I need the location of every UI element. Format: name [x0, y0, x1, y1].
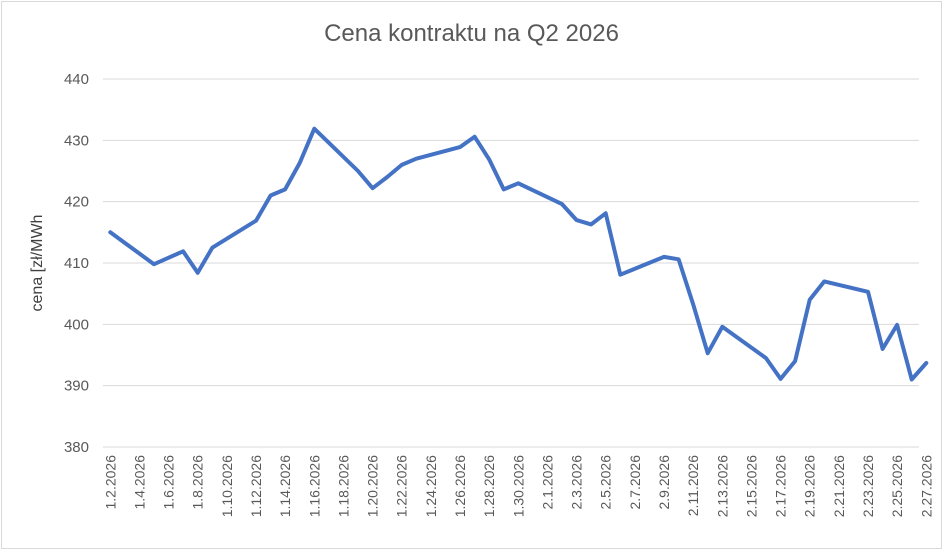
x-tick-label: 1.20.2026	[365, 455, 381, 517]
x-tick-label: 1.28.2026	[481, 455, 497, 517]
x-tick-label: 2.25.2026	[889, 455, 905, 517]
y-tick-label: 430	[64, 132, 89, 149]
y-tick-label: 380	[64, 439, 89, 456]
x-tick-label: 1.18.2026	[335, 455, 351, 517]
x-tick-label: 2.13.2026	[714, 455, 730, 517]
x-tick-label: 1.12.2026	[248, 455, 264, 517]
y-tick-label: 420	[64, 194, 89, 211]
y-tick-label: 410	[64, 255, 89, 272]
x-tick-label: 2.23.2026	[860, 455, 876, 517]
x-tick-label: 2.15.2026	[743, 455, 759, 517]
x-tick-label: 1.16.2026	[306, 455, 322, 517]
x-tick-label: 1.6.2026	[161, 455, 177, 510]
y-tick-label: 390	[64, 378, 89, 395]
x-tick-label: 1.10.2026	[219, 455, 235, 517]
x-tick-label: 1.14.2026	[277, 455, 293, 517]
x-tick-label: 1.24.2026	[423, 455, 439, 517]
x-tick-label: 2.17.2026	[773, 455, 789, 517]
x-tick-label: 1.8.2026	[190, 455, 206, 510]
x-tick-label: 2.11.2026	[685, 455, 701, 516]
gridlines	[103, 78, 919, 448]
x-tick-label: 1.4.2026	[131, 455, 147, 510]
x-tick-label: 2.27.2026	[918, 455, 934, 517]
x-tick-label: 2.21.2026	[831, 455, 847, 517]
x-tick-label: 2.3.2026	[569, 455, 585, 510]
x-tick-label: 1.30.2026	[510, 455, 526, 517]
x-tick-label: 1.2.2026	[102, 455, 118, 510]
x-tick-label: 1.22.2026	[394, 455, 410, 517]
y-tick-label: 440	[64, 71, 89, 88]
series-group	[108, 126, 929, 382]
x-tick-label: 2.5.2026	[598, 455, 614, 510]
y-tick-label: 400	[64, 316, 89, 333]
x-tick-label: 2.1.2026	[539, 455, 555, 510]
y-tick-labels: 380 390 400 410 420 430 440	[64, 71, 89, 456]
x-tick-labels: 1.2.2026 1.4.2026 1.6.2026 1.8.2026 1.10.202…	[102, 455, 934, 518]
chart-title: Cena kontraktu na Q2 2026	[324, 20, 619, 47]
x-tick-label: 2.19.2026	[802, 455, 818, 517]
x-tick-label: 2.9.2026	[656, 455, 672, 510]
x-tick-label: 1.26.2026	[452, 455, 468, 517]
x-tick-label: 2.7.2026	[627, 455, 643, 510]
series-line	[108, 126, 929, 382]
